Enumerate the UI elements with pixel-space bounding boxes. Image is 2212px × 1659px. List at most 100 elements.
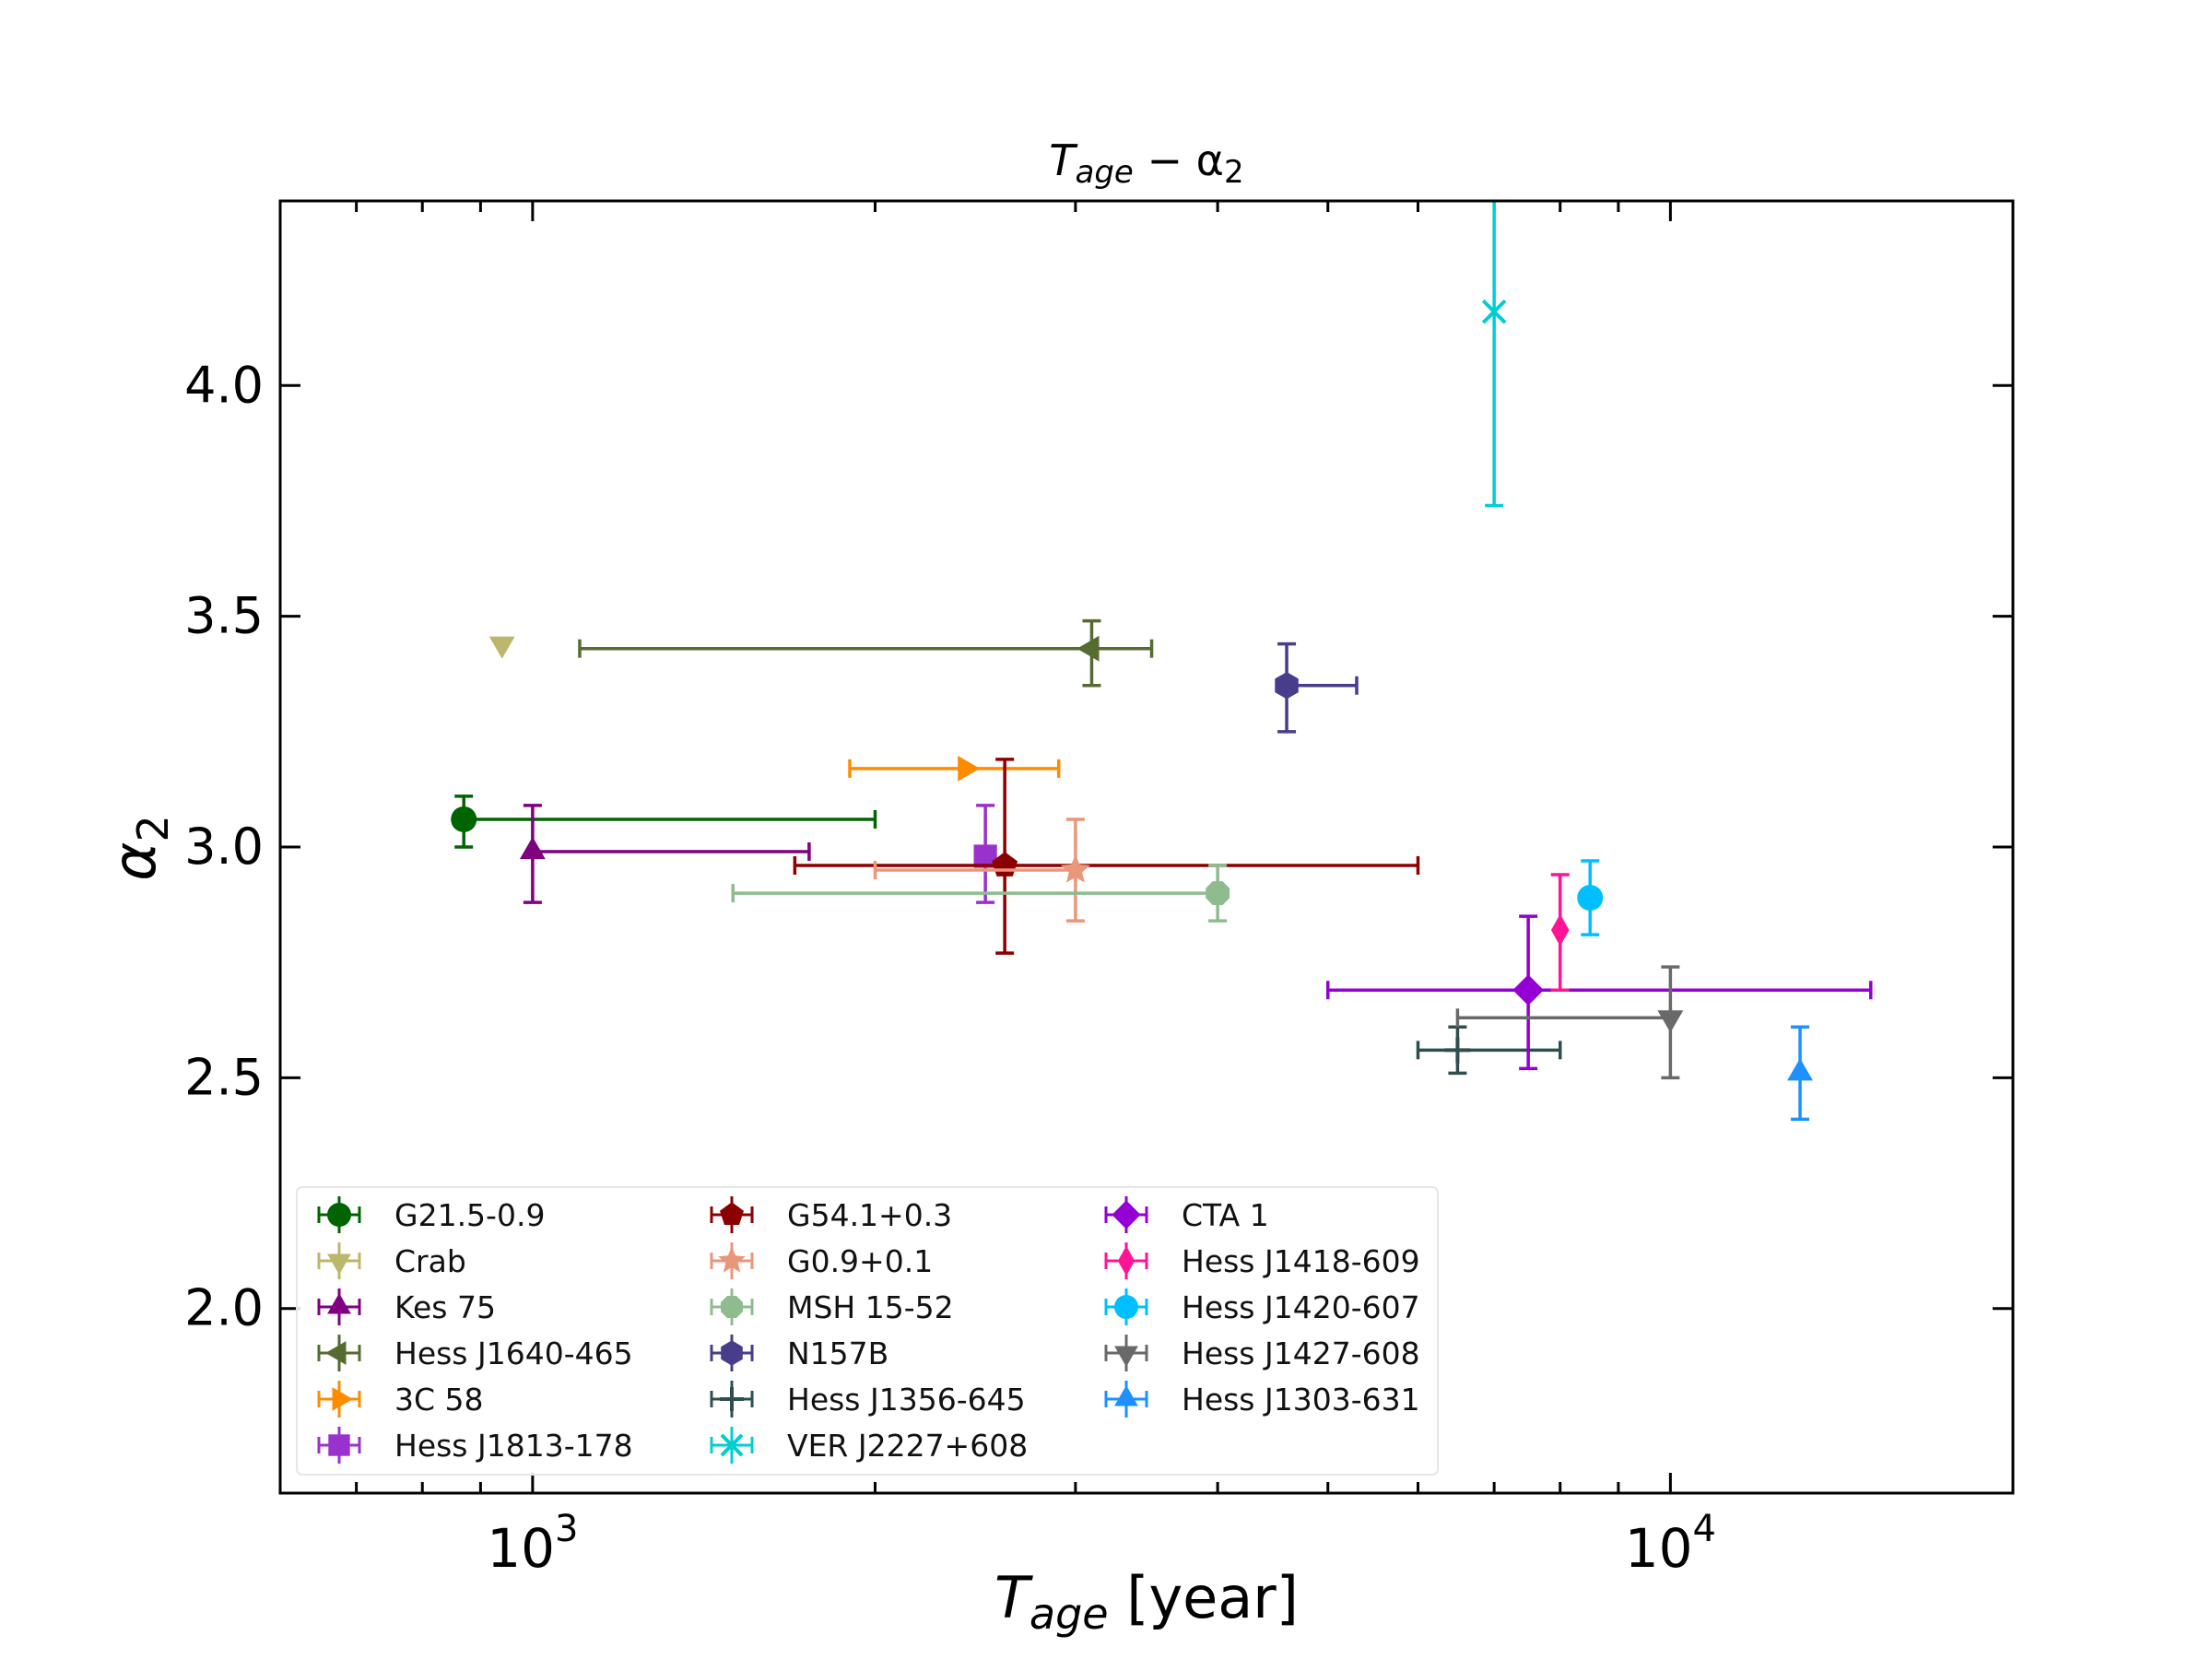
legend-label: Crab bbox=[394, 1243, 466, 1279]
legend-entry: CTA 1 bbox=[1104, 1196, 1269, 1233]
legend-marker bbox=[1112, 1200, 1141, 1230]
data-point bbox=[848, 755, 1061, 782]
data-point bbox=[731, 864, 1230, 923]
plot-frame bbox=[278, 199, 2015, 1495]
legend-marker bbox=[327, 1203, 351, 1227]
point-marker bbox=[1481, 299, 1507, 324]
legend-marker bbox=[332, 1387, 353, 1411]
point-marker bbox=[1206, 881, 1230, 905]
legend: G21.5-0.9 Crab Kes 75 Hess J1640-465 3C 58 He… bbox=[296, 1186, 1439, 1476]
point-marker bbox=[1787, 1058, 1813, 1081]
legend-box bbox=[296, 1186, 1439, 1476]
legend-entry: G0.9+0.1 bbox=[710, 1242, 933, 1279]
legend-label: Hess J1303-631 bbox=[1182, 1382, 1420, 1418]
chart-title-sub: age bbox=[1076, 154, 1134, 191]
legend-label: G54.1+0.3 bbox=[787, 1197, 952, 1233]
point-marker bbox=[1275, 672, 1299, 700]
legend-entry: G54.1+0.3 bbox=[710, 1196, 952, 1233]
y-axis-label-group: α2 bbox=[101, 815, 178, 880]
data-point bbox=[488, 636, 515, 659]
point-marker bbox=[1512, 974, 1544, 1006]
legend-label: VER J2227+608 bbox=[787, 1428, 1028, 1464]
point-marker bbox=[1550, 913, 1570, 947]
legend-entry: N157B bbox=[710, 1335, 888, 1371]
legend-label: Kes 75 bbox=[394, 1289, 496, 1325]
legend-marker bbox=[1114, 1385, 1138, 1406]
legend-marker bbox=[720, 1433, 744, 1457]
legend-marker bbox=[328, 1434, 350, 1456]
x-tick-label: 104 bbox=[1625, 1508, 1716, 1580]
legend-label: Hess J1813-178 bbox=[394, 1428, 633, 1464]
legend-marker bbox=[325, 1341, 347, 1365]
x-tick-label: 103 bbox=[487, 1508, 578, 1580]
legend-entry: Hess J1813-178 bbox=[317, 1427, 633, 1464]
point-marker bbox=[1657, 1010, 1684, 1033]
data-point bbox=[1577, 859, 1604, 936]
legend-entry: 3C 58 bbox=[317, 1381, 484, 1418]
legend-marker bbox=[721, 1340, 743, 1366]
data-point bbox=[1550, 873, 1570, 992]
legend-entry: Hess J1427-608 bbox=[1104, 1335, 1420, 1371]
legend-marker bbox=[327, 1253, 351, 1275]
legend-marker bbox=[720, 1387, 744, 1411]
legend-label: Hess J1356-645 bbox=[787, 1382, 1026, 1418]
legend-label: G0.9+0.1 bbox=[787, 1243, 933, 1279]
legend-marker bbox=[1114, 1346, 1138, 1367]
legend-entry: Crab bbox=[317, 1242, 466, 1279]
chart-title-main: T bbox=[1049, 135, 1078, 185]
data-point bbox=[793, 758, 1420, 955]
point-marker bbox=[1577, 885, 1604, 912]
y-tick-label: 3.0 bbox=[184, 818, 264, 876]
legend-entry: Hess J1356-645 bbox=[710, 1381, 1026, 1418]
data-point bbox=[1787, 1025, 1813, 1122]
y-tick-labels: 2.0 2.5 3.0 3.5 4.0 bbox=[184, 356, 264, 1336]
x-tick-label-exp: 4 bbox=[1693, 1508, 1716, 1550]
y-tick-label: 3.5 bbox=[184, 587, 264, 645]
data-layer bbox=[451, 201, 1873, 1122]
data-point bbox=[873, 818, 1090, 923]
legend-label: N157B bbox=[787, 1335, 888, 1371]
legend-entry: Hess J1420-607 bbox=[1104, 1288, 1420, 1325]
legend-entry: VER J2227+608 bbox=[710, 1427, 1028, 1464]
data-point bbox=[1326, 914, 1873, 1071]
legend-marker bbox=[1114, 1295, 1138, 1319]
legend-label: Hess J1418-609 bbox=[1182, 1243, 1420, 1279]
y-axis-label-sub: 2 bbox=[128, 815, 178, 841]
y-axis-label-main: α bbox=[101, 842, 170, 881]
data-point bbox=[1455, 965, 1684, 1080]
chart-title: Tage − α2 bbox=[1049, 135, 1243, 191]
data-point bbox=[1481, 201, 1507, 508]
legend-entry: Hess J1418-609 bbox=[1104, 1242, 1420, 1279]
data-point bbox=[973, 804, 997, 904]
legend-label: G21.5-0.9 bbox=[394, 1197, 545, 1233]
legend-entry: MSH 15-52 bbox=[710, 1288, 954, 1325]
legend-marker bbox=[721, 1296, 743, 1318]
y-tick-label: 2.0 bbox=[184, 1279, 264, 1337]
x-tick-label-base: 10 bbox=[1625, 1517, 1693, 1580]
data-point bbox=[451, 794, 877, 849]
point-marker bbox=[451, 806, 477, 832]
legend-label: Hess J1640-465 bbox=[394, 1335, 633, 1371]
data-point bbox=[1416, 1025, 1562, 1076]
legend-label: Hess J1420-607 bbox=[1182, 1289, 1420, 1325]
y-axis-label: α2 bbox=[101, 815, 178, 880]
data-point bbox=[1275, 641, 1359, 734]
point-marker bbox=[519, 836, 546, 860]
data-point bbox=[519, 804, 811, 904]
x-tick-label-exp: 3 bbox=[555, 1508, 578, 1550]
point-marker bbox=[1077, 635, 1100, 662]
legend-marker bbox=[1117, 1245, 1135, 1277]
chart-title-rest: − α bbox=[1134, 135, 1224, 185]
data-point bbox=[578, 618, 1154, 688]
point-marker bbox=[958, 755, 981, 782]
legend-label: 3C 58 bbox=[394, 1382, 484, 1418]
point-marker bbox=[1060, 854, 1090, 883]
legend-marker bbox=[327, 1293, 351, 1314]
y-tick-label: 4.0 bbox=[184, 356, 264, 414]
point-marker bbox=[488, 636, 515, 659]
x-axis-label: Tage [year] bbox=[994, 1564, 1299, 1639]
x-tick-label-base: 10 bbox=[487, 1517, 555, 1580]
legend-entry: G21.5-0.9 bbox=[317, 1196, 545, 1233]
legend-marker bbox=[718, 1246, 746, 1273]
